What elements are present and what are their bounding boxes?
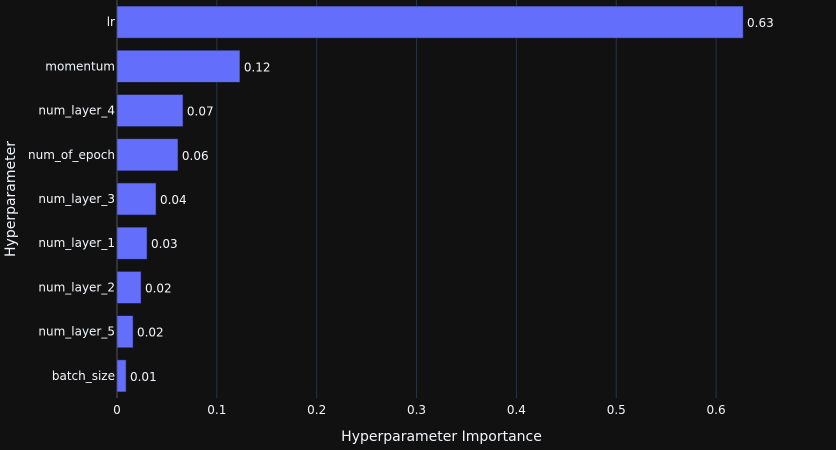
y-tick-label: lr — [107, 15, 115, 29]
bar-value-label: 0.02 — [137, 326, 164, 340]
labels-layer: 0 0.1 0.2 0.3 0.4 0.5 0.6 lr 0.63 momentum 0.12 num… — [28, 15, 774, 417]
y-tick-label: momentum — [45, 59, 115, 73]
x-tick-label: 0.2 — [307, 403, 326, 417]
x-tick-label: 0.1 — [207, 403, 226, 417]
bar-num_layer_4 — [116, 94, 184, 127]
y-tick-label: num_of_epoch — [28, 148, 115, 162]
x-tick-label: 0.3 — [407, 403, 426, 417]
y-tick-label: num_layer_4 — [38, 104, 115, 118]
y-axis-title: Hyperparameter — [3, 141, 19, 257]
bar-value-label: 0.03 — [151, 237, 178, 251]
bar-num_layer_1 — [116, 227, 148, 260]
bar-batch_size — [116, 359, 127, 393]
x-tick-label: 0.6 — [707, 403, 726, 417]
x-axis-title: Hyperparameter Importance — [341, 429, 542, 445]
bar-value-label: 0.63 — [747, 16, 774, 30]
x-tick-label: 0.5 — [607, 403, 626, 417]
y-tick-label: num_layer_3 — [38, 192, 115, 206]
y-tick-label: num_layer_5 — [38, 325, 115, 339]
bar-num_layer_5 — [116, 315, 134, 348]
y-tick-label: batch_size — [52, 369, 115, 383]
y-tick-label: num_layer_1 — [38, 236, 115, 250]
bars-layer — [116, 5, 744, 393]
bar-num_layer_2 — [116, 271, 142, 304]
bar-value-label: 0.02 — [145, 281, 172, 295]
x-tick-label: 0 — [113, 403, 121, 417]
bar-value-label: 0.04 — [160, 193, 187, 207]
bar-value-label: 0.07 — [187, 105, 214, 119]
bar-lr — [116, 5, 744, 39]
y-tick-label: num_layer_2 — [38, 280, 115, 294]
bar-num_of_epoch — [116, 138, 179, 171]
bar-value-label: 0.01 — [130, 370, 157, 384]
x-tick-label: 0.4 — [507, 403, 526, 417]
bar-value-label: 0.06 — [182, 149, 209, 163]
bar-num_layer_3 — [116, 182, 157, 216]
bar-momentum — [116, 50, 241, 83]
bar-value-label: 0.12 — [244, 60, 271, 74]
